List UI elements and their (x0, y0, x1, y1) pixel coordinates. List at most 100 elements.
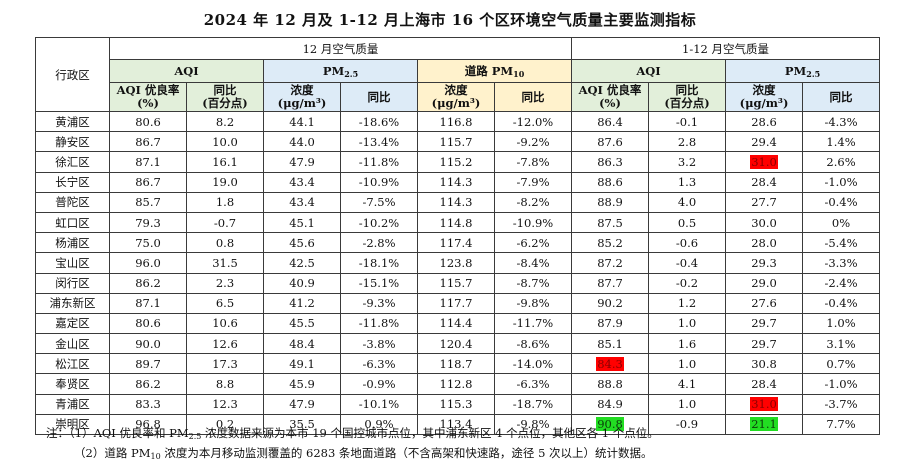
table-row: 黄浦区 80.6 8.2 44.1 -18.6% 116.8 -12.0% 86.4 -0.1 2… (35, 110, 881, 133)
dec-pm25-yoy-cell: -0.9% (340, 373, 418, 395)
ytd-pm25-conc-cell: 28.4 (725, 373, 804, 395)
dec-pm25-yoy-cell: -2.8% (340, 232, 418, 254)
ytd-aqi-rate-cell: 88.9 (571, 191, 650, 213)
ytd-aqi-rate-value: 87.7 (597, 276, 623, 291)
ytd-pm25-yoy-value: 2.6% (826, 154, 856, 169)
dec-pm25-conc-value: 48.4 (289, 336, 315, 351)
ytd-aqi-rate-cell: 88.6 (571, 171, 650, 193)
dec-aqi-rate-cell: 79.3 (109, 211, 187, 234)
ytd-pm25-header: PM2.5 (725, 59, 881, 83)
dec-aqi-rate-cell: 86.7 (109, 131, 187, 153)
dec-road-yoy-value: -7.8% (516, 154, 550, 169)
dec-aqi-header: AQI (109, 59, 264, 83)
dec-aqi-rate-cell: 90.0 (109, 333, 187, 355)
dec-aqi-rate-cell: 89.7 (109, 353, 187, 375)
ytd-pm25-conc-cell: 29.7 (725, 312, 804, 335)
ytd-aqi-yoy-value: 1.0 (677, 356, 697, 371)
district-cell: 宝山区 (35, 252, 110, 274)
dec-pm25-yoy-cell: -13.4% (340, 131, 418, 153)
dec-aqi-yoy-header: 同比 (百分点) (186, 82, 264, 112)
ytd-pm25-yoy-value: -0.4% (824, 296, 858, 311)
table-row: 嘉定区 80.6 10.6 45.5 -11.8% 114.4 -11.7% 87.9 1.0 2… (35, 312, 881, 335)
ytd-pm25-yoy-header: 同比 (802, 82, 881, 112)
ytd-pm25-conc-value: 29.0 (751, 276, 777, 291)
ytd-pm25-yoy-cell: 1.4% (802, 131, 881, 153)
dec-pm25-conc-value: 42.5 (289, 255, 315, 270)
dec-pm25-conc-cell: 47.9 (263, 393, 341, 415)
dec-road-conc-cell: 114.3 (417, 171, 495, 193)
ytd-aqi-yoy-cell: 1.2 (648, 292, 727, 314)
dec-pm25-yoy-value: -10.2% (358, 215, 400, 230)
district-cell: 静安区 (35, 131, 110, 153)
ytd-pm25-yoy-cell: -0.4% (802, 292, 881, 314)
ytd-pm25-yoy-value: 1.0% (826, 316, 856, 331)
table-row: 奉贤区 86.2 8.8 45.9 -0.9% 112.8 -6.3% 88.8 4.1 28.4… (35, 373, 881, 395)
table-row: 普陀区 85.7 1.8 43.4 -7.5% 114.3 -8.2% 88.9 4.0 27.7… (35, 191, 881, 213)
dec-road-yoy-cell: -8.2% (493, 191, 573, 213)
dec-aqi-rate-cell: 80.6 (109, 110, 187, 133)
dec-road-yoy-value: -8.4% (516, 255, 550, 270)
district-cell: 奉贤区 (35, 373, 110, 395)
dec-pm25-yoy-cell: 0.9% (340, 413, 418, 436)
dec-aqi-yoy-value: 31.5 (212, 255, 238, 270)
ytd-aqi-rate-value: 88.9 (597, 195, 623, 210)
ytd-pm25-yoy-value: -5.4% (824, 235, 858, 250)
dec-road-yoy-value: -9.2% (516, 134, 550, 149)
dec-aqi-rate-value: 86.7 (135, 175, 161, 190)
table-row: 松江区 89.7 17.3 49.1 -6.3% 118.7 -14.0% 84.3 1.0 30… (35, 353, 881, 375)
ytd-pm25-conc-value: 28.4 (751, 377, 777, 392)
dec-road-yoy-cell: -8.6% (493, 333, 573, 355)
dec-road-yoy-cell: -8.7% (493, 272, 573, 294)
dec-aqi-rate-value: 96.8 (135, 417, 161, 432)
dec-pm25-conc-cell: 45.5 (263, 312, 341, 335)
dec-aqi-rate-cell: 85.7 (109, 191, 187, 213)
dec-road-conc-cell: 115.2 (417, 151, 495, 173)
dec-pm25-conc-value: 43.4 (289, 195, 315, 210)
table-row: 徐汇区 87.1 16.1 47.9 -11.8% 115.2 -7.8% 86.3 3.2 31… (35, 151, 881, 173)
ytd-aqi-rate-value: 87.5 (597, 215, 623, 230)
dec-pm25-yoy-cell: -11.8% (340, 151, 418, 173)
ytd-aqi-rate-value: 90.2 (597, 296, 623, 311)
dec-road-conc-value: 123.8 (439, 255, 473, 270)
dec-road-conc-value: 112.8 (439, 377, 473, 392)
air-quality-table: 行政区 12 月空气质量 1-12 月空气质量 AQI PM2.5 道路 PM1… (35, 37, 881, 436)
ytd-pm25-conc-cell: 29.3 (725, 252, 804, 274)
table-row: 虹口区 79.3 -0.7 45.1 -10.2% 114.8 -10.9% 87.5 0.5 3… (35, 211, 881, 234)
ytd-pm25-yoy-value: 7.7% (826, 417, 856, 432)
ytd-pm25-yoy-value: -3.3% (824, 255, 858, 270)
ytd-aqi-yoy-cell: -0.4 (648, 252, 727, 274)
dec-road-conc-cell: 112.8 (417, 373, 495, 395)
district-cell: 金山区 (35, 333, 110, 355)
ytd-aqi-yoy-cell: 4.0 (648, 191, 727, 213)
dec-pm25-conc-cell: 45.6 (263, 232, 341, 254)
dec-aqi-rate-header: AQI 优良率 (%) (109, 82, 187, 112)
dec-pm25-conc-cell: 35.5 (263, 413, 341, 436)
dec-road-conc-cell: 114.4 (417, 312, 495, 335)
ytd-pm25-conc-cell: 30.8 (725, 353, 804, 375)
dec-pm25-header: PM2.5 (263, 59, 418, 83)
dec-road-conc-value: 115.2 (439, 154, 473, 169)
dec-aqi-rate-value: 80.6 (135, 316, 161, 331)
dec-aqi-yoy-value: 17.3 (212, 356, 238, 371)
ytd-pm25-yoy-value: -1.0% (824, 175, 858, 190)
dec-road-conc-cell: 118.7 (417, 353, 495, 375)
ytd-aqi-yoy-cell: 1.6 (648, 333, 727, 355)
dec-pm25-yoy-value: -2.8% (362, 235, 396, 250)
footnote-2: （2）道路 PM10 浓度为本月移动监测覆盖的 6283 条地面道路（不含高架和… (74, 446, 653, 461)
dec-road-conc-value: 114.3 (439, 175, 473, 190)
ytd-aqi-yoy-value: 1.3 (677, 175, 697, 190)
dec-pm25-conc-header: 浓度 (μg/m³) (263, 82, 341, 112)
ytd-aqi-rate-value: 84.9 (597, 397, 623, 412)
dec-aqi-yoy-value: 16.1 (212, 154, 238, 169)
dec-aqi-yoy-cell: 8.2 (186, 110, 264, 133)
dec-road-yoy-value: -12.0% (512, 114, 554, 129)
ytd-pm25-yoy-value: 0.7% (826, 356, 856, 371)
dec-road-conc-value: 115.7 (439, 134, 473, 149)
dec-road-conc-value: 114.3 (439, 195, 473, 210)
dec-pm25-conc-cell: 45.9 (263, 373, 341, 395)
ytd-pm25-yoy-cell: -5.4% (802, 232, 881, 254)
dec-pm25-yoy-value: -15.1% (358, 276, 400, 291)
dec-road-conc-cell: 115.7 (417, 131, 495, 153)
dec-aqi-rate-value: 86.7 (135, 134, 161, 149)
dec-aqi-rate-value: 80.6 (135, 114, 161, 129)
